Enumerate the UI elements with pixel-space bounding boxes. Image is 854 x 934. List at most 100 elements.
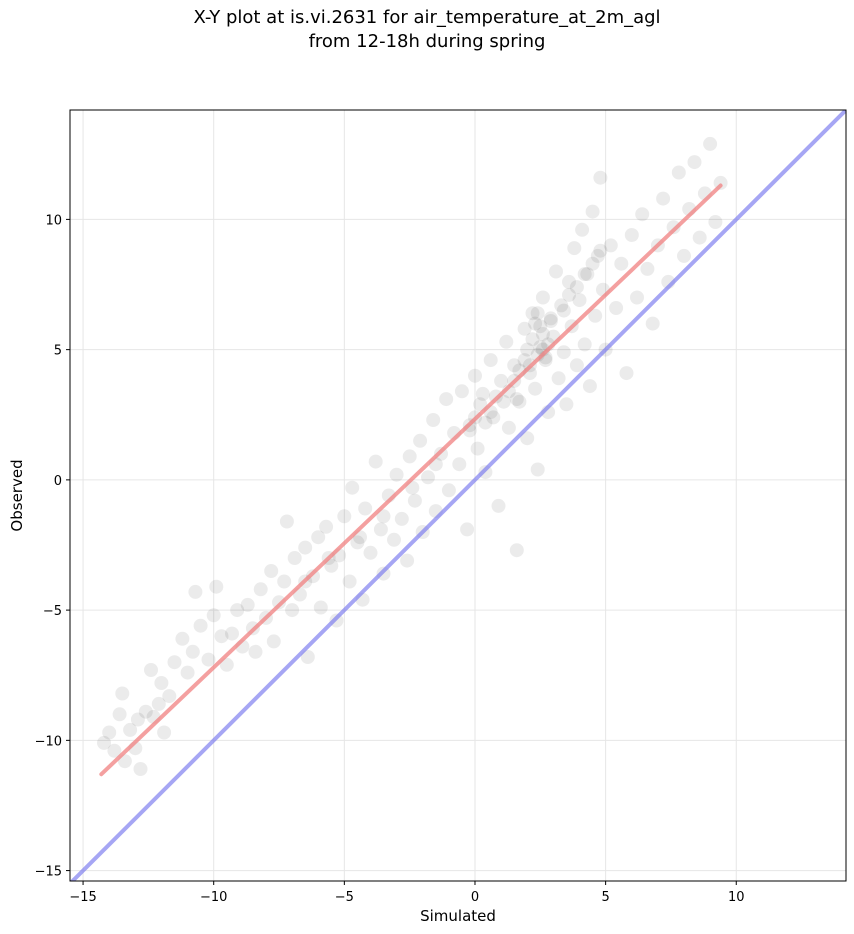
data-point — [387, 532, 401, 547]
data-point — [345, 480, 360, 495]
data-point — [421, 470, 435, 485]
data-point — [535, 290, 550, 305]
data-point — [569, 358, 584, 373]
data-point — [313, 600, 328, 615]
data-point — [311, 530, 326, 545]
data-point — [133, 762, 148, 776]
data-point — [402, 449, 417, 464]
data-point — [337, 509, 352, 524]
data-point — [585, 204, 600, 219]
y-tick-label: −15 — [35, 865, 62, 880]
data-point — [635, 207, 650, 222]
data-point — [580, 267, 595, 282]
data-point — [614, 256, 629, 271]
data-point — [535, 327, 550, 341]
data-point — [358, 501, 373, 516]
axis-ticks: −15 −10 −5 0 5 10 −15 −10 −5 0 5 10 — [35, 213, 745, 905]
data-point — [441, 483, 456, 498]
data-point — [692, 230, 707, 245]
data-point — [588, 308, 603, 323]
data-point — [520, 431, 535, 446]
data-point — [300, 650, 315, 664]
data-point — [551, 371, 566, 386]
x-tick-label: −10 — [200, 890, 227, 905]
data-point — [468, 368, 482, 383]
data-point — [569, 280, 584, 295]
data-point — [491, 498, 506, 513]
regression-line — [99, 183, 723, 777]
data-point — [525, 306, 540, 321]
data-point — [162, 689, 177, 704]
data-point — [185, 644, 200, 659]
data-point — [509, 392, 524, 407]
data-point — [454, 384, 469, 399]
chart-title: X-Y plot at is.vi.2631 for air_temperatu… — [193, 7, 661, 28]
data-point — [499, 334, 514, 349]
data-point — [368, 454, 383, 469]
data-point — [671, 165, 686, 180]
y-tick-label: 5 — [54, 344, 62, 359]
data-point — [389, 467, 404, 482]
data-point — [593, 243, 608, 258]
data-point — [577, 337, 592, 352]
data-point — [206, 608, 221, 623]
data-point — [230, 603, 245, 618]
data-point — [528, 316, 543, 331]
data-point — [533, 319, 548, 334]
data-point — [624, 228, 639, 242]
data-point — [426, 413, 441, 427]
x-tick-label: 10 — [728, 890, 745, 905]
data-point — [225, 626, 239, 641]
data-point — [582, 379, 597, 394]
data-point — [279, 514, 294, 529]
data-point — [248, 644, 263, 659]
data-point — [266, 634, 281, 649]
data-point — [494, 373, 509, 388]
data-point — [373, 522, 388, 537]
data-point — [188, 584, 203, 599]
y-axis-label: Observed — [8, 459, 26, 531]
data-point — [549, 264, 563, 279]
data-point — [130, 712, 145, 727]
data-point — [708, 215, 723, 229]
data-point — [543, 311, 558, 326]
data-point — [630, 290, 644, 305]
data-point — [562, 287, 576, 302]
data-point — [520, 342, 535, 357]
data-point — [559, 397, 574, 412]
data-point — [193, 618, 208, 633]
data-point — [525, 332, 540, 347]
data-point — [590, 248, 605, 263]
data-point — [298, 540, 313, 555]
data-point — [253, 582, 268, 597]
data-point — [507, 358, 522, 373]
data-point — [496, 394, 511, 409]
data-point — [640, 261, 655, 276]
data-point — [214, 629, 229, 644]
chart-subtitle: from 12-18h during spring — [308, 31, 546, 52]
x-tick-label: −5 — [335, 890, 354, 905]
data-point — [572, 293, 587, 308]
data-point — [677, 248, 691, 263]
data-point — [460, 522, 475, 537]
data-point — [562, 274, 576, 289]
scatter-points — [97, 136, 728, 776]
grid-lines — [70, 110, 846, 881]
data-point — [528, 381, 543, 396]
data-point — [452, 457, 467, 472]
data-point — [138, 704, 153, 719]
data-point — [486, 410, 501, 425]
data-point — [577, 267, 592, 282]
y-tick-label: −10 — [35, 734, 62, 749]
data-point — [97, 735, 111, 750]
data-point — [585, 256, 600, 271]
data-point — [407, 493, 422, 508]
data-point — [287, 551, 302, 565]
data-point — [656, 191, 671, 206]
data-point — [483, 353, 498, 368]
y-tick-label: −5 — [43, 604, 62, 619]
data-point — [123, 722, 138, 737]
reference-lines — [70, 110, 846, 881]
data-point — [512, 394, 527, 409]
